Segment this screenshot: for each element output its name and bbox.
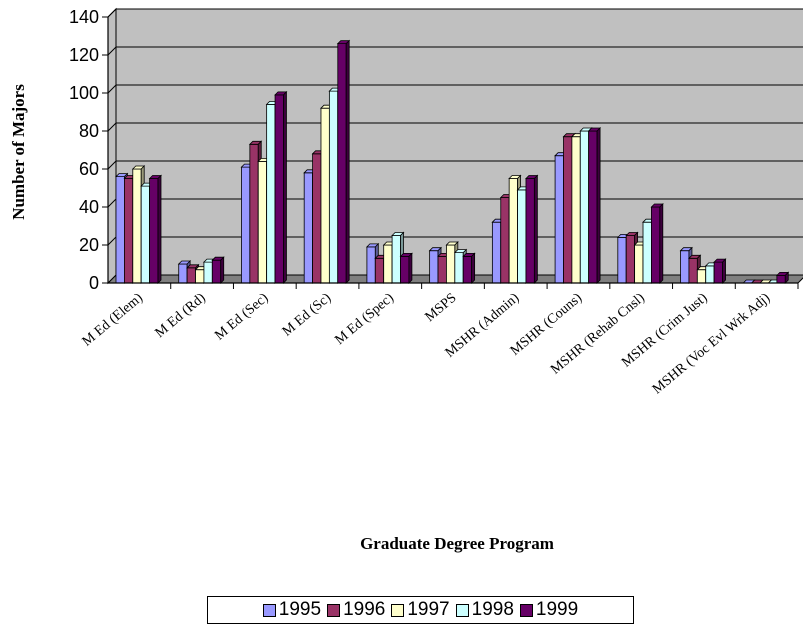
x-tick-label: M Ed (Rd) [153,290,209,341]
legend-swatch [519,603,533,617]
bar [524,174,539,284]
legend-item: 1996 [327,599,385,621]
legend-label: 1997 [407,599,450,620]
legend-swatch [455,603,469,617]
bar [713,258,727,284]
gridline [107,46,117,56]
bar [148,174,162,284]
legend-item: 1997 [391,599,450,621]
y-tick-label: 20 [79,235,99,255]
y-tick-label: 120 [69,45,99,65]
bar [274,90,288,284]
legend-item: 1998 [455,599,514,621]
gridlines [102,8,803,284]
legend-label: 1998 [471,599,514,620]
legend-label: 1995 [278,599,322,620]
y-tick-label: 0 [89,273,99,293]
gridline [107,8,117,18]
legend-label: 1996 [343,599,386,620]
y-tick-label: 80 [79,121,99,141]
legend-item: 1995 [262,599,322,621]
legend-swatch [391,603,405,617]
y-tick-label: 40 [79,197,99,217]
legend-swatch [262,603,276,617]
gridline [107,236,117,246]
y-tick-label: 60 [79,159,99,179]
bars [115,39,790,284]
x-tick-label: M Ed (Elem) [80,290,146,349]
legend: 1995 1996 1997 1998 1999 [207,596,634,624]
gridline [107,160,117,170]
x-tick-label: MSHR (Voc Evl Wrk Adj) [650,290,773,397]
plot-background [106,7,803,285]
x-axis-title: Graduate Degree Program [360,534,554,553]
legend-swatch [327,603,341,617]
bar [650,203,664,284]
gridline [107,122,117,132]
bar [775,271,790,284]
bar [462,252,476,284]
x-tick-label: M Ed (Sc) [280,290,335,339]
x-tick-labels: M Ed (Elem) M Ed (Rd) M Ed (Sec) M Ed (Sc)M… [80,290,774,397]
legend-label: 1999 [535,599,579,620]
axes [107,17,799,289]
x-tick-label: M Ed (Sec) [212,290,271,343]
gridline [107,84,117,94]
bar [211,256,225,284]
bar [399,252,413,284]
x-tick-label: M Ed (Spec) [332,290,397,348]
legend-item: 1999 [519,599,579,621]
bar [587,127,602,284]
y-axis-title: Number of Majors [9,84,28,220]
y-tick-label: 140 [69,7,99,27]
y-tick-labels: 0 20 40 60 80 100 120 140 [69,7,99,293]
gridline [107,198,117,208]
bar [336,39,351,284]
y-tick-label: 100 [69,83,99,103]
x-tick-label: MSPS [422,291,459,326]
